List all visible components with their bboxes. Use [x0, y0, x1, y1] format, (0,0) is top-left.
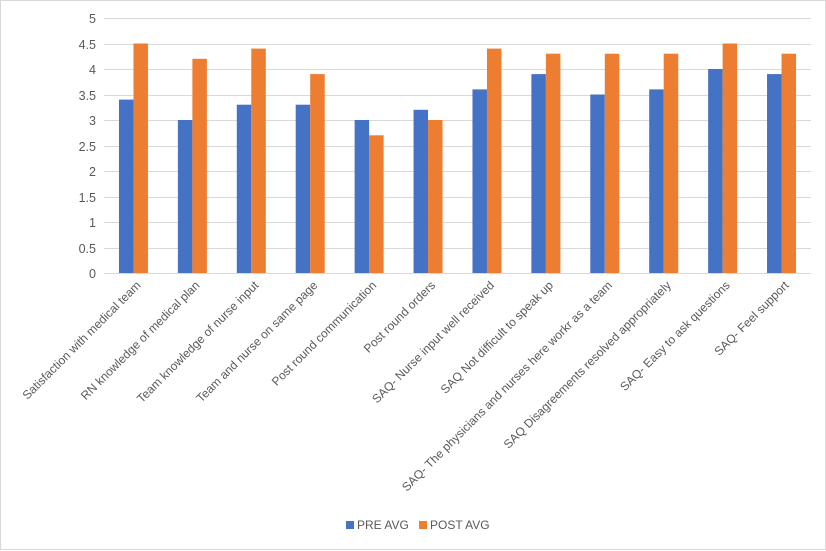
y-tick-label: 4	[89, 63, 96, 77]
category-label: SAQ- The physicians and nurses here work…	[399, 278, 615, 494]
y-tick-label: 1	[89, 216, 96, 230]
bar-post-avg	[486, 48, 502, 273]
y-tick-label: 5	[89, 12, 96, 26]
category-label: SAQ- Easy to ask questions	[617, 278, 733, 394]
bar-pre-avg	[531, 74, 546, 273]
bar-pre-avg	[590, 94, 605, 273]
y-tick-label: 3.5	[79, 89, 96, 103]
category-label: SAQ- Nurse input well received	[369, 278, 497, 406]
y-tick-label: 1.5	[79, 191, 96, 205]
y-tick-label: 2	[89, 165, 96, 179]
bar-pre-avg	[413, 109, 429, 273]
category-label: Team knowledge of nurse input	[134, 278, 262, 406]
legend: PRE AVG POST AVG	[346, 518, 490, 532]
legend-swatch	[346, 521, 354, 529]
category-label: SAQ Not difficult to speak up	[438, 278, 556, 396]
legend-label: POST AVG	[430, 518, 490, 532]
bar-post-avg	[663, 53, 679, 274]
bar-post-avg	[722, 43, 738, 273]
category-label: Satisfaction with medical team	[20, 278, 144, 402]
category-label: RN knowledge of medical plan	[78, 278, 203, 403]
bar-pre-avg	[118, 99, 134, 273]
legend-swatch	[419, 521, 427, 529]
y-tick-label: 2.5	[79, 140, 96, 154]
y-tick-label: 0	[89, 267, 96, 281]
bars	[118, 43, 797, 274]
bar-pre-avg	[649, 89, 664, 274]
bar-pre-avg	[177, 120, 193, 273]
y-axis-ticks: 0 0.5 1 1.5 2 2.5 3 3.5 4 4.5 5	[79, 12, 96, 281]
bar-post-avg	[781, 53, 797, 274]
bar-post-avg	[428, 120, 443, 273]
bar-pre-avg	[295, 104, 311, 273]
bar-pre-avg	[236, 104, 252, 273]
bar-pre-avg	[767, 74, 782, 273]
legend-label: PRE AVG	[357, 518, 409, 532]
legend-item: POST AVG	[419, 518, 490, 532]
bar-post-avg	[604, 53, 620, 274]
bar-post-avg	[545, 53, 561, 274]
bar-post-avg	[251, 48, 266, 273]
bar-post-avg	[192, 58, 207, 273]
bar-pre-avg	[354, 120, 370, 273]
y-tick-label: 4.5	[79, 38, 96, 52]
bar-post-avg	[133, 43, 148, 273]
y-tick-label: 0.5	[79, 242, 96, 256]
legend-item: PRE AVG	[346, 518, 409, 532]
category-label: Post round communication	[269, 278, 379, 388]
bar-pre-avg	[708, 69, 723, 273]
y-tick-label: 3	[89, 114, 96, 128]
bar-post-avg	[369, 135, 384, 273]
category-label: Team and nurse on same page	[193, 278, 320, 405]
bar-pre-avg	[472, 89, 487, 274]
gridlines	[104, 18, 811, 249]
bar-post-avg	[310, 74, 325, 273]
